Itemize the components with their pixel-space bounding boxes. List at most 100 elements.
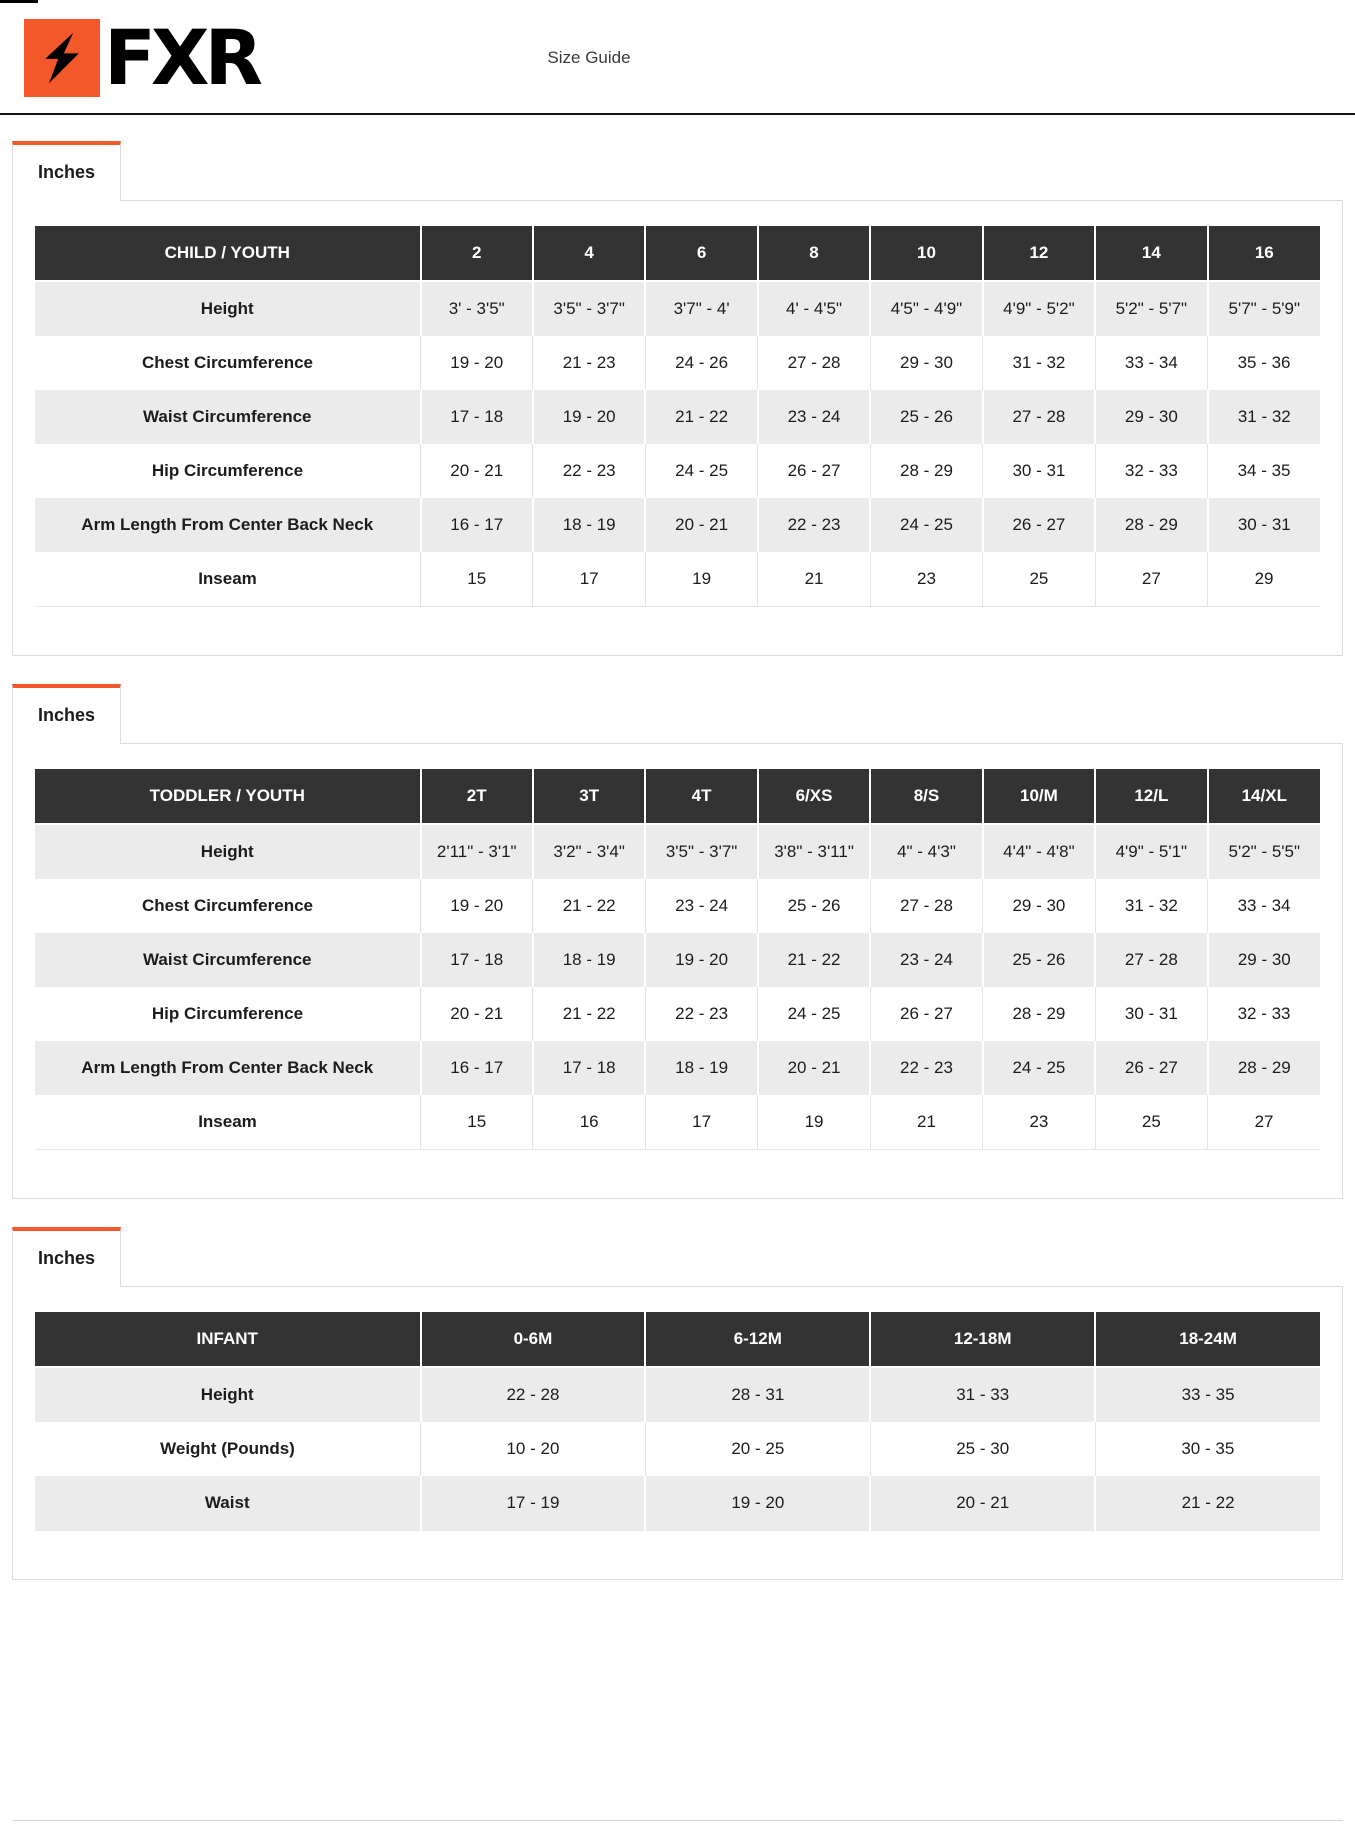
size-value-cell: 26 - 27 (757, 444, 871, 498)
size-value-cell: 29 - 30 (1207, 933, 1320, 987)
size-value-cell: 23 - 24 (870, 933, 984, 987)
size-value-cell: 5'7" - 5'9" (1207, 281, 1320, 336)
size-value-cell: 3'5" - 3'7" (532, 281, 647, 336)
size-value-cell: 30 - 31 (982, 444, 1096, 498)
size-value-cell: 20 - 25 (645, 1422, 871, 1476)
size-column-header: 12-18M (870, 1312, 1097, 1368)
size-column-header: 18-24M (1095, 1312, 1320, 1368)
table-row: Waist Circumference 17 - 18 18 - 19 19 - 20… (35, 933, 1320, 987)
size-value-cell: 30 - 31 (1095, 987, 1209, 1041)
row-label: Hip Circumference (35, 444, 421, 498)
size-value-cell: 21 - 22 (532, 987, 646, 1041)
fxr-blade-icon (24, 19, 100, 97)
size-value-cell: 21 - 22 (532, 879, 646, 933)
fxr-logo[interactable]: FXR (24, 13, 263, 102)
size-value-cell: 32 - 33 (1095, 444, 1209, 498)
table-row: Arm Length From Center Back Neck 16 - 17 1… (35, 498, 1320, 552)
table-row: Waist 17 - 19 19 - 20 20 - 21 21 - 22 (35, 1476, 1320, 1531)
size-value-cell: 4'9" - 5'1" (1095, 824, 1209, 879)
size-column-header: 14/XL (1207, 769, 1320, 825)
size-value-cell: 27 - 28 (870, 879, 984, 933)
size-value-cell: 29 - 30 (982, 879, 1096, 933)
size-column-header: 14 (1095, 226, 1209, 282)
size-value-cell: 4'9" - 5'2" (982, 281, 1097, 336)
size-value-cell: 23 (870, 552, 984, 607)
table-corner-label: CHILD / YOUTH (35, 226, 422, 282)
size-value-cell: 22 - 23 (645, 987, 759, 1041)
fxr-logo-text: FXR (104, 13, 263, 102)
size-value-cell: 17 (532, 552, 646, 607)
size-value-cell: 16 (532, 1095, 646, 1150)
tab-inches-infant[interactable]: Inches (12, 1227, 122, 1287)
size-value-cell: 21 - 22 (757, 933, 872, 987)
size-value-cell: 21 - 23 (532, 336, 646, 390)
size-value-cell: 3'7" - 4' (645, 281, 759, 336)
size-value-cell: 32 - 33 (1207, 987, 1320, 1041)
size-column-header: 12/L (1095, 769, 1209, 825)
size-value-cell: 19 - 20 (420, 879, 534, 933)
size-value-cell: 24 - 25 (645, 444, 759, 498)
size-value-cell: 20 - 21 (645, 498, 759, 552)
size-value-cell: 15 (420, 1095, 534, 1150)
size-value-cell: 20 - 21 (757, 1041, 872, 1095)
size-column-header: 8/S (870, 769, 984, 825)
size-value-cell: 4" - 4'3" (870, 824, 984, 879)
size-value-cell: 23 - 24 (645, 879, 759, 933)
size-value-cell: 29 (1207, 552, 1320, 607)
size-section-child-youth: Inches CHILD / YOUTH 2 4 6 8 10 12 14 16 Height 3'… (12, 141, 1343, 656)
size-value-cell: 20 - 21 (420, 987, 534, 1041)
size-value-cell: 27 (1207, 1095, 1320, 1150)
size-section-toddler-youth: Inches TODDLER / YOUTH 2T 3T 4T 6/XS 8/S 10/M 1… (12, 684, 1343, 1199)
size-column-header: 10/M (982, 769, 1097, 825)
size-value-cell: 22 - 23 (532, 444, 646, 498)
table-row: Height 22 - 28 28 - 31 31 - 33 33 - 35 (35, 1367, 1320, 1422)
size-value-cell: 30 - 35 (1095, 1422, 1320, 1476)
size-column-header: 4T (645, 769, 759, 825)
size-value-cell: 30 - 31 (1207, 498, 1320, 552)
size-column-header: 6 (645, 226, 759, 282)
size-value-cell: 19 - 20 (420, 336, 534, 390)
size-value-cell: 3'2" - 3'4" (532, 824, 647, 879)
size-value-cell: 5'2" - 5'5" (1207, 824, 1320, 879)
size-table-toddler-youth: TODDLER / YOUTH 2T 3T 4T 6/XS 8/S 10/M 12/L 14/X… (35, 769, 1320, 1150)
size-table-infant: INFANT 0-6M 6-12M 12-18M 18-24M Height 22 - 28… (35, 1312, 1320, 1531)
size-value-cell: 25 - 26 (757, 879, 871, 933)
row-label: Chest Circumference (35, 336, 421, 390)
size-value-cell: 3'5" - 3'7" (645, 824, 759, 879)
panel-child-youth: CHILD / YOUTH 2 4 6 8 10 12 14 16 Height 3' - 3'5"… (12, 200, 1343, 656)
footer-spacer (0, 1608, 1355, 1820)
size-column-header: 8 (757, 226, 872, 282)
size-value-cell: 24 - 25 (982, 1041, 1097, 1095)
size-value-cell: 17 - 19 (420, 1476, 647, 1531)
size-value-cell: 18 - 19 (532, 498, 647, 552)
panel-infant: INFANT 0-6M 6-12M 12-18M 18-24M Height 22 - 28… (12, 1286, 1343, 1580)
row-label: Waist (35, 1476, 422, 1531)
size-value-cell: 4' - 4'5" (757, 281, 872, 336)
size-value-cell: 33 - 34 (1207, 879, 1320, 933)
size-value-cell: 21 (870, 1095, 984, 1150)
tab-inches-toddler-youth[interactable]: Inches (12, 684, 122, 744)
row-label: Hip Circumference (35, 987, 421, 1041)
row-label: Height (35, 824, 422, 879)
tab-inches-child-youth[interactable]: Inches (12, 141, 122, 201)
size-value-cell: 15 (420, 552, 534, 607)
table-row: Height 3' - 3'5" 3'5" - 3'7" 3'7" - 4' 4' - … (35, 281, 1320, 336)
size-column-header: 0-6M (420, 1312, 647, 1368)
size-value-cell: 26 - 27 (870, 987, 984, 1041)
size-value-cell: 33 - 35 (1095, 1367, 1320, 1422)
page-title: Size Guide (547, 48, 631, 67)
size-value-cell: 27 - 28 (1095, 933, 1209, 987)
size-value-cell: 31 - 32 (1207, 390, 1320, 444)
row-label: Chest Circumference (35, 879, 421, 933)
size-value-cell: 22 - 28 (420, 1367, 647, 1422)
size-column-header: 2 (420, 226, 534, 282)
size-value-cell: 25 - 26 (870, 390, 984, 444)
size-value-cell: 25 - 30 (870, 1422, 1096, 1476)
size-value-cell: 31 - 32 (982, 336, 1096, 390)
page-header: FXR Size Guide (0, 3, 1355, 115)
size-value-cell: 19 - 20 (645, 1476, 872, 1531)
size-column-header: 6/XS (757, 769, 872, 825)
table-row: Waist Circumference 17 - 18 19 - 20 21 - 22… (35, 390, 1320, 444)
table-row: Inseam 15 16 17 19 21 23 25 27 (35, 1095, 1320, 1150)
row-label: Inseam (35, 552, 421, 607)
